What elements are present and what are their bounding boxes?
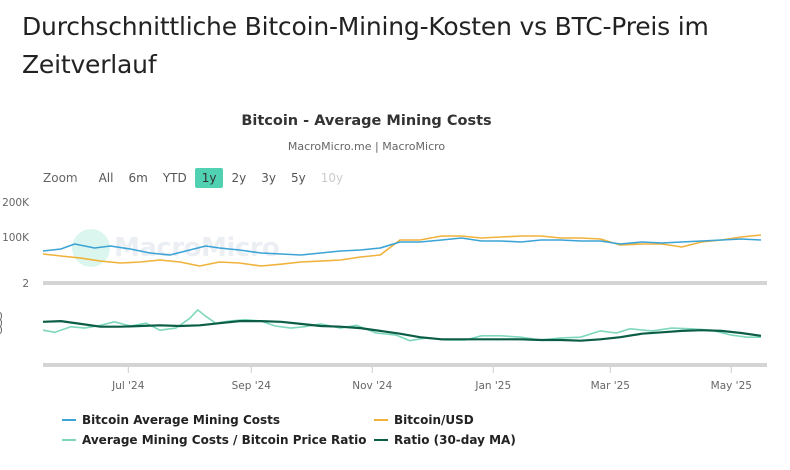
legend-label: Average Mining Costs / Bitcoin Price Rat… [82, 433, 367, 447]
range-button-6m[interactable]: 6m [128, 171, 148, 185]
chart-title: Bitcoin - Average Mining Costs [241, 113, 492, 129]
legend-item-ratio-ma[interactable]: Ratio (30-day MA) [374, 433, 516, 447]
x-tick-label: Sep '24 [232, 380, 272, 392]
range-button-2y[interactable]: 2y [231, 171, 247, 185]
legend-swatch-mining-cost [62, 419, 76, 421]
x-tick-label: Jan '25 [474, 380, 511, 392]
legend-item-ratio[interactable]: Average Mining Costs / Bitcoin Price Rat… [62, 433, 366, 447]
chart-subtitle: MacroMicro.me | MacroMicro [287, 140, 446, 153]
y-tick-label-clipped: 0 [0, 318, 3, 330]
range-button-1y[interactable]: 1y [194, 168, 224, 188]
x-axis-bar [43, 363, 767, 367]
page-title: Durchschnittliche Bitcoin-Mining-Kosten … [22, 12, 709, 79]
legend-item-mining-cost[interactable]: Bitcoin Average Mining Costs [62, 413, 280, 427]
series-line-ratio-ma [42, 320, 762, 342]
y-tick-label-clipped: 0 [0, 325, 3, 337]
zoom-label: Zoom [43, 171, 78, 185]
range-button-ytd[interactable]: YTD [162, 171, 187, 185]
pane-divider-bar [43, 281, 767, 285]
y-tick-label: 100K [2, 232, 30, 244]
legend-swatch-ratio [62, 439, 76, 441]
y-tick-label: 200K [2, 197, 30, 209]
series-line-btc-usd [42, 234, 762, 267]
range-selector: Zoom All 6m YTD 1y 2y 3y 5y 10y [43, 168, 351, 188]
range-button-all[interactable]: All [98, 171, 114, 185]
series-line-mining-cost [42, 237, 762, 256]
y-tick-label-clipped: 0 [0, 311, 3, 323]
legend-swatch-ratio-ma [374, 439, 388, 441]
legend-item-btc-usd[interactable]: Bitcoin/USD [374, 413, 474, 427]
range-button-3y[interactable]: 3y [261, 171, 276, 185]
range-button-10y: 10y [320, 171, 344, 185]
legend-label: Ratio (30-day MA) [394, 433, 516, 447]
x-tick-label: Mar '25 [591, 380, 630, 392]
legend-swatch-btc-usd [374, 419, 388, 421]
range-button-5y[interactable]: 5y [290, 171, 306, 185]
legend-label: Bitcoin Average Mining Costs [82, 413, 281, 427]
x-tick-label: May '25 [711, 380, 752, 392]
legend-label: Bitcoin/USD [394, 413, 474, 427]
y-tick-label: 2 [22, 278, 29, 290]
x-tick-label: Nov '24 [352, 380, 392, 392]
x-tick-label: Jul '24 [111, 380, 145, 392]
